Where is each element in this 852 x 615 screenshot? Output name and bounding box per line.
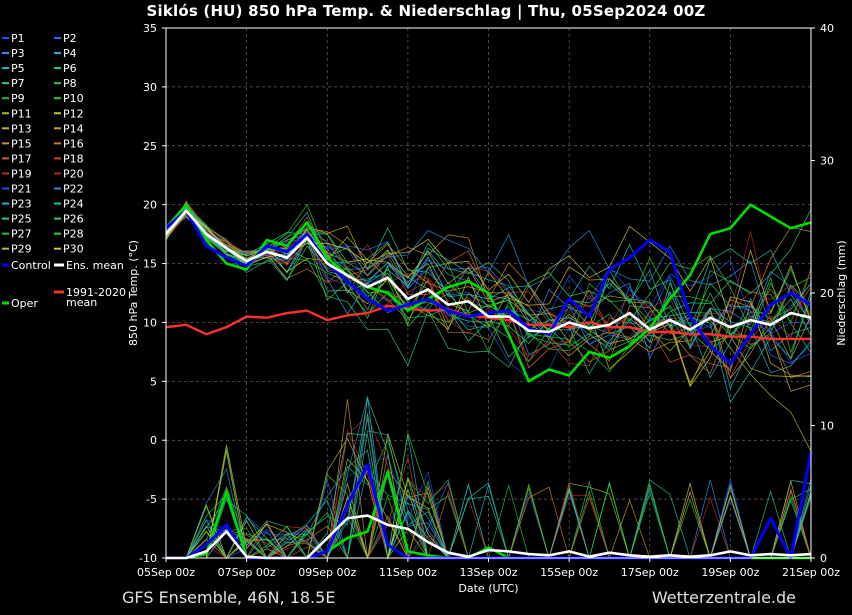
y-axis-ticks: -10 -5 0 5 10 15 20 25 30 35: [139, 22, 166, 565]
member-temp-line: [165, 209, 812, 354]
legend-label: P14: [63, 122, 84, 135]
y-tick-label: -5: [146, 493, 157, 506]
x-tick-label: 21Sep 00z: [782, 566, 840, 579]
legend-label: P6: [63, 62, 77, 75]
x-tick-label: 17Sep 00z: [621, 566, 679, 579]
x-tick-label: 05Sep 00z: [137, 566, 195, 579]
legend-label: P13: [11, 122, 32, 135]
control-temp-line: [165, 209, 812, 366]
legend-label: P27: [11, 228, 32, 241]
y2-tick-label: 40: [820, 22, 834, 35]
y2-axis-label: Niederschlag (mm): [835, 240, 848, 345]
x-tick-label: 15Sep 00z: [540, 566, 598, 579]
legend-label: P18: [63, 152, 84, 165]
legend-label: P15: [11, 137, 32, 150]
x-axis-label: Date (UTC): [458, 582, 518, 595]
legend-label: P7: [11, 77, 25, 90]
legend-label: P4: [63, 47, 77, 60]
legend-label: P23: [11, 198, 32, 211]
member-temp-line: [165, 211, 812, 349]
legend-label: P12: [63, 107, 84, 120]
legend-label: P28: [63, 228, 84, 241]
y-tick-label: 0: [150, 434, 157, 447]
legend-label: P19: [11, 167, 32, 180]
member-temp-line: [165, 209, 812, 380]
legend-label: 1991-2020 mean: [66, 286, 126, 309]
y2-tick-label: 10: [820, 420, 834, 433]
member-temp-line: [165, 205, 812, 375]
x-tick-label: 19Sep 00z: [701, 566, 759, 579]
legend-label: P29: [11, 243, 32, 256]
legend-label: P10: [63, 92, 84, 105]
y-tick-label: 20: [143, 199, 157, 212]
member-temp-line: [165, 210, 812, 323]
chart-title: Siklós (HU) 850 hPa Temp. & Niederschlag…: [146, 2, 706, 20]
y-tick-label: 35: [143, 22, 157, 35]
legend-label: P16: [63, 137, 84, 150]
legend-label: P2: [63, 32, 77, 45]
y-axis-label: 850 hPa Temp. (°C): [127, 240, 140, 346]
legend-label: P24: [63, 198, 84, 211]
member-temp-line: [165, 208, 812, 358]
legend-label: P22: [63, 183, 84, 196]
y2-tick-label: 0: [820, 552, 827, 565]
legend-label: P8: [63, 77, 77, 90]
member-temp-line: [165, 204, 812, 363]
y-tick-label: 30: [143, 81, 157, 94]
legend-label: P5: [11, 62, 25, 75]
site-credit[interactable]: Wetterzentrale.de: [651, 588, 796, 607]
legend-label: P30: [63, 243, 84, 256]
member-temp-line: [165, 213, 812, 387]
model-info: GFS Ensemble, 46N, 18.5E: [122, 588, 336, 607]
x-tick-label: 11Sep 00z: [379, 566, 437, 579]
y-tick-label: 15: [143, 258, 157, 271]
legend-label: Ens. mean: [66, 259, 124, 272]
legend-label: P3: [11, 47, 25, 60]
y-tick-label: 25: [143, 140, 157, 153]
legend-label: P11: [11, 107, 32, 120]
legend-label: P1: [11, 32, 25, 45]
y-tick-label: 5: [150, 375, 157, 388]
y2-axis-ticks: 0 10 20 30 40: [811, 22, 834, 565]
y2-tick-label: 20: [820, 287, 834, 300]
member-temp-line: [165, 216, 812, 331]
y-tick-label: -10: [139, 552, 157, 565]
member-temp-line: [165, 200, 812, 369]
y2-tick-label: 30: [820, 155, 834, 168]
y-tick-label: 10: [143, 316, 157, 329]
legend-label: P9: [11, 92, 25, 105]
x-axis-ticks: 05Sep 00z 07Sep 00z 09Sep 00z 11Sep 00z 13Se…: [137, 558, 840, 579]
ens-mean-temp-line: [165, 209, 812, 334]
legend-label: P26: [63, 213, 84, 226]
x-tick-label: 13Sep 00z: [460, 566, 518, 579]
legend-label: Control: [11, 259, 51, 272]
legend-label: P20: [63, 167, 84, 180]
legend: P1 P2 P3 P4 P5 P6 P7 P8 P9 P10 P11 P12 P13 P14 P15 P16 P…: [2, 32, 126, 310]
legend-label: P17: [11, 152, 32, 165]
member-temp-line: [165, 206, 812, 379]
x-tick-label: 07Sep 00z: [218, 566, 276, 579]
oper-temp-line: [165, 203, 812, 383]
legend-label: P25: [11, 213, 32, 226]
legend-label: Oper: [11, 297, 38, 310]
legend-label: P21: [11, 183, 32, 196]
x-tick-label: 09Sep 00z: [298, 566, 356, 579]
